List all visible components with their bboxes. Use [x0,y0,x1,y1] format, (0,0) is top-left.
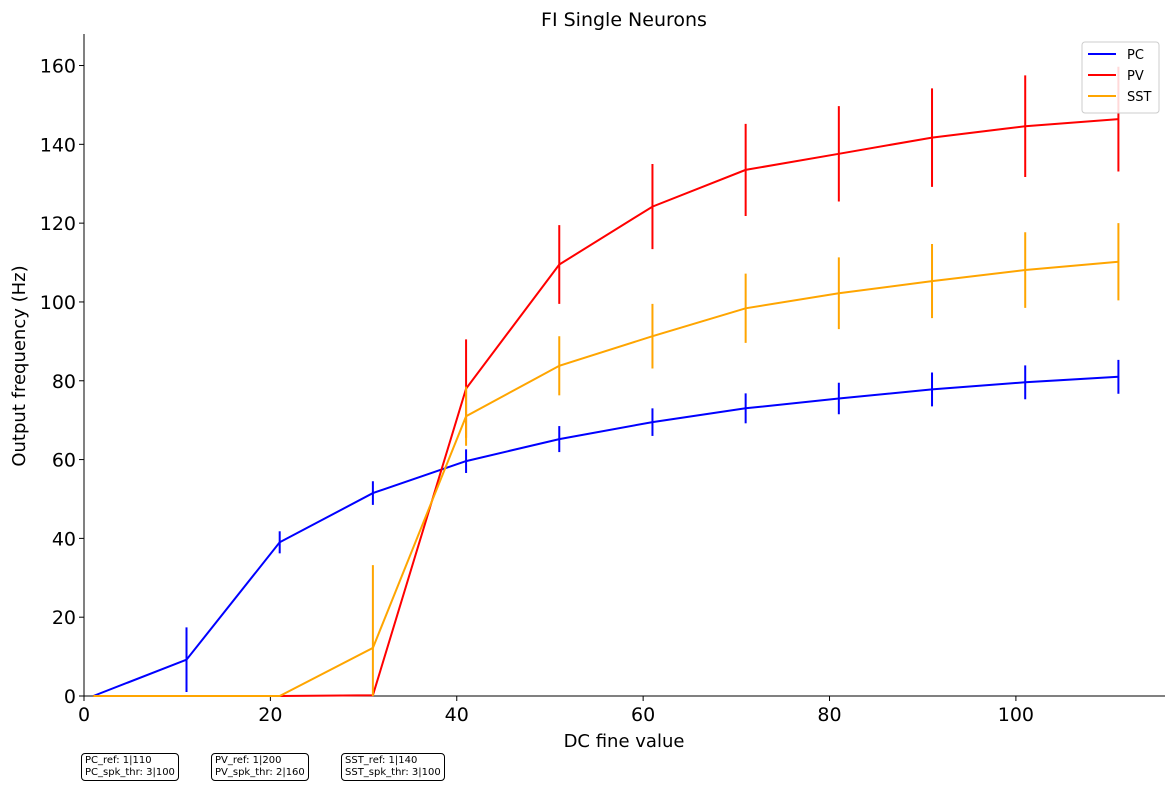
series-layer [92,66,1120,697]
x-tick-label: 80 [817,704,841,726]
annotation-pc: PC_ref: 1|110 PC_spk_thr: 3|100 [81,753,179,781]
y-axis-label: Output frequency (Hz) [9,265,30,466]
y-tick-label: 100 [40,292,76,314]
y-tick-label: 40 [52,528,76,550]
annotation-pv: PV_ref: 1|200 PV_spk_thr: 2|160 [211,753,309,781]
y-tick-label: 0 [64,686,76,708]
x-ticks: 0 20 40 60 80 100 [78,696,1034,726]
series-line-sst [93,260,1119,697]
x-tick-label: 0 [78,704,90,726]
y-ticks: 0 20 40 60 80 100 120 140 160 [40,56,84,708]
annotation-pc-ref: PC_ref: 1|110 [85,755,152,766]
y-tick-label: 140 [40,134,76,156]
legend-label-pc: PC [1127,48,1144,63]
legend-label-sst: SST [1127,90,1152,105]
series-sst [93,223,1120,697]
x-tick-label: 100 [998,704,1034,726]
annotation-pv-ref: PV_ref: 1|200 [215,755,282,766]
y-tick-label: 20 [52,607,76,629]
x-axis-label: DC fine value [564,731,685,752]
axes [83,34,1165,697]
y-tick-label: 60 [52,450,76,472]
annotation-sst-spk-thr: SST_spk_thr: 3|100 [345,767,441,778]
annotation-pv-spk-thr: PV_spk_thr: 2|160 [215,767,305,778]
series-pv [93,66,1120,697]
x-tick-label: 60 [631,704,655,726]
legend: PC PV SST [1081,41,1160,114]
series-pc [92,359,1120,697]
annotation-sst-ref: SST_ref: 1|140 [345,755,418,766]
annotation-sst: SST_ref: 1|140 SST_spk_thr: 3|100 [341,753,445,781]
chart-title: FI Single Neurons [541,9,707,31]
x-tick-label: 20 [258,704,282,726]
series-line-pv [93,118,1119,697]
legend-label-pv: PV [1127,69,1144,84]
annotation-pc-spk-thr: PC_spk_thr: 3|100 [85,767,175,778]
y-tick-label: 160 [40,56,76,78]
series-line-pc [92,375,1119,697]
x-tick-label: 40 [445,704,469,726]
y-tick-label: 120 [40,213,76,235]
y-tick-label: 80 [52,371,76,393]
